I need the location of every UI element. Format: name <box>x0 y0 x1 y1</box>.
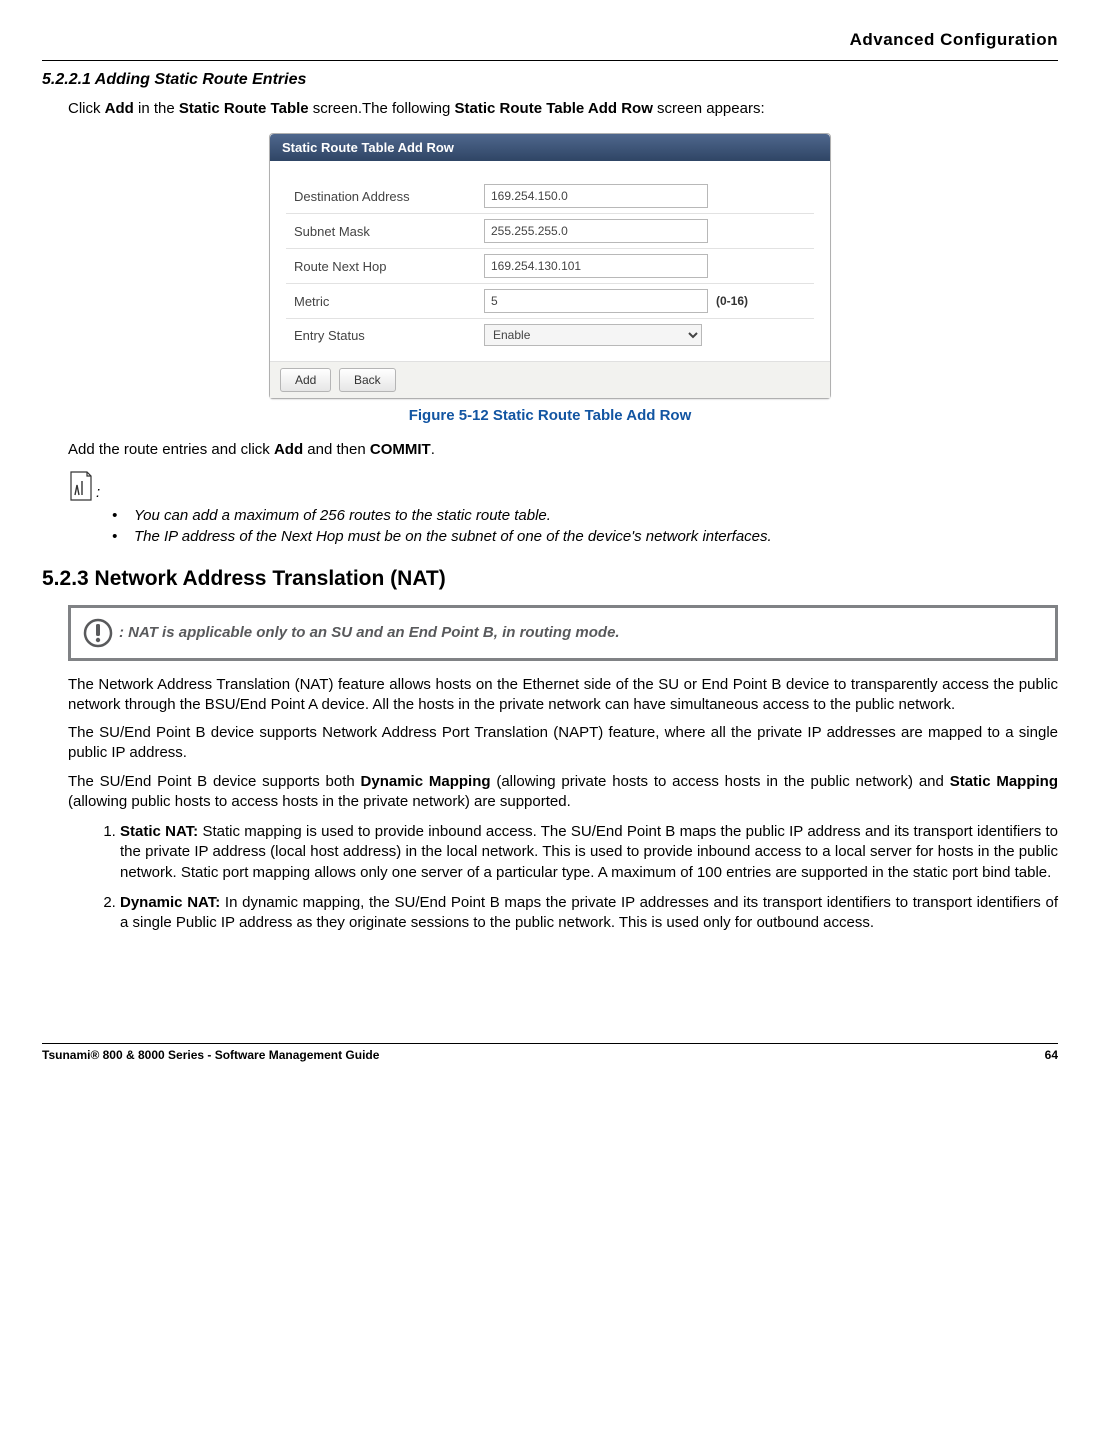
input-destination[interactable] <box>484 184 708 208</box>
after-para: Add the route entries and click Add and … <box>68 440 1058 544</box>
footer: Tsunami® 800 & 8000 Series - Software Ma… <box>42 1043 1058 1062</box>
text: and then <box>303 441 370 458</box>
bold: Static Route Table Add Row <box>455 100 653 117</box>
rule <box>42 60 1058 61</box>
note-item: You can add a maximum of 256 routes to t… <box>112 507 1058 524</box>
label-mask: Subnet Mask <box>294 224 484 239</box>
chapter-title: Advanced Configuration <box>42 30 1058 50</box>
list-item: Dynamic NAT: In dynamic mapping, the SU/… <box>120 893 1058 934</box>
bold: Static Route Table <box>179 100 309 117</box>
figure-caption: Figure 5-12 Static Route Table Add Row <box>42 407 1058 424</box>
input-mask[interactable] <box>484 219 708 243</box>
label-destination: Destination Address <box>294 189 484 204</box>
list-item: Static NAT: Static mapping is used to pr… <box>120 822 1058 883</box>
nat-list: Static NAT: Static mapping is used to pr… <box>92 822 1058 933</box>
row-hop: Route Next Hop <box>286 248 814 283</box>
input-metric[interactable] <box>484 289 708 313</box>
add-button[interactable]: Add <box>280 368 331 392</box>
text: Add the route entries and click <box>68 441 274 458</box>
bold: Dynamic NAT: <box>120 894 220 911</box>
page: Advanced Configuration 5.2.2.1 Adding St… <box>0 0 1100 1082</box>
text: Static mapping is used to provide inboun… <box>120 823 1058 881</box>
label-status: Entry Status <box>294 328 484 343</box>
alert-text: : NAT is applicable only to an SU and an… <box>119 624 620 641</box>
text: in the <box>134 100 179 117</box>
text: Click <box>68 100 105 117</box>
footer-right: 64 <box>1045 1048 1058 1062</box>
notes-list: You can add a maximum of 256 routes to t… <box>112 507 1058 545</box>
back-button[interactable]: Back <box>339 368 396 392</box>
bold: COMMIT <box>370 441 431 458</box>
text: (allowing public hosts to access hosts i… <box>68 793 571 810</box>
screenshot-dialog: Static Route Table Add Row Destination A… <box>269 133 831 399</box>
input-hop[interactable] <box>484 254 708 278</box>
bold: Static NAT: <box>120 823 198 840</box>
intro-text: Click Add in the Static Route Table scre… <box>68 99 1058 119</box>
alert-icon <box>83 618 113 648</box>
alert-box: : NAT is applicable only to an SU and an… <box>68 605 1058 661</box>
footer-left: Tsunami® 800 & 8000 Series - Software Ma… <box>42 1048 379 1062</box>
hint-metric: (0-16) <box>716 294 748 308</box>
dialog-buttons: Add Back <box>270 361 830 398</box>
note-colon: : <box>96 484 100 501</box>
dialog-body: Destination Address Subnet Mask Route Ne… <box>270 161 830 361</box>
after-text: Add the route entries and click Add and … <box>68 440 1058 460</box>
text: screen.The following <box>309 100 455 117</box>
row-mask: Subnet Mask <box>286 213 814 248</box>
dialog-titlebar: Static Route Table Add Row <box>270 134 830 161</box>
section-number: 5.2.2.1 <box>42 71 91 88</box>
text: The SU/End Point B device supports both <box>68 773 361 790</box>
bold: Add <box>274 441 303 458</box>
section-heading: 5.2.2.1 Adding Static Route Entries <box>42 71 1058 89</box>
text: (allowing private hosts to access hosts … <box>491 773 950 790</box>
label-metric: Metric <box>294 294 484 309</box>
text: screen appears: <box>653 100 765 117</box>
nat-body: : NAT is applicable only to an SU and an… <box>68 605 1058 934</box>
nat-p3: The SU/End Point B device supports both … <box>68 772 1058 813</box>
nat-p2: The SU/End Point B device supports Netwo… <box>68 723 1058 764</box>
nat-p1: The Network Address Translation (NAT) fe… <box>68 675 1058 716</box>
bold: Add <box>105 100 134 117</box>
intro-para: Click Add in the Static Route Table scre… <box>68 99 1058 119</box>
row-status: Entry Status Enable <box>286 318 814 351</box>
text: . <box>431 441 435 458</box>
text: In dynamic mapping, the SU/End Point B m… <box>120 894 1058 931</box>
bold: Dynamic Mapping <box>361 773 491 790</box>
row-destination: Destination Address <box>286 179 814 213</box>
section-title: Adding Static Route Entries <box>95 71 307 88</box>
bold: Static Mapping <box>950 773 1058 790</box>
label-hop: Route Next Hop <box>294 259 484 274</box>
row-metric: Metric (0-16) <box>286 283 814 318</box>
nat-heading: 5.2.3 Network Address Translation (NAT) <box>42 567 1058 591</box>
note-item: The IP address of the Next Hop must be o… <box>112 528 1058 545</box>
note-line: : <box>68 471 1058 501</box>
note-icon <box>68 471 92 501</box>
select-status[interactable]: Enable <box>484 324 702 346</box>
